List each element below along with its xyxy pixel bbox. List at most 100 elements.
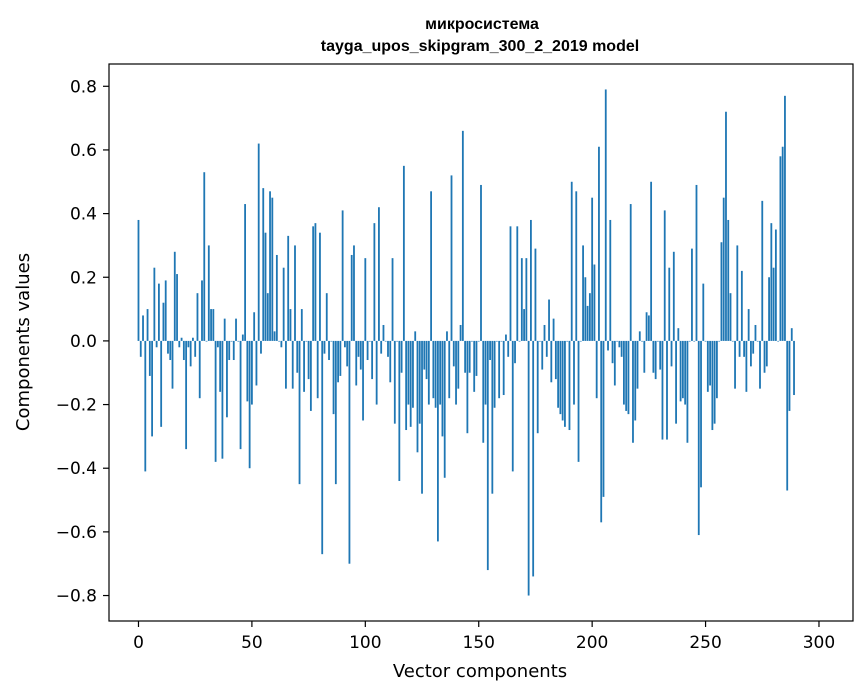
bar-14 bbox=[169, 340, 172, 361]
bar-235 bbox=[670, 340, 673, 367]
bar-140 bbox=[455, 340, 457, 405]
bar-135 bbox=[443, 340, 446, 478]
bar-217 bbox=[629, 204, 632, 341]
bar-256 bbox=[718, 340, 721, 342]
bar-180 bbox=[545, 340, 548, 357]
bar-221 bbox=[638, 331, 641, 341]
bar-61 bbox=[275, 254, 278, 341]
bar-277 bbox=[765, 340, 768, 367]
bar-104 bbox=[373, 223, 376, 341]
bar-238 bbox=[677, 328, 680, 341]
bar-117 bbox=[402, 165, 405, 341]
bar-67 bbox=[289, 309, 292, 341]
bar-62 bbox=[278, 340, 281, 342]
bar-202 bbox=[595, 340, 598, 399]
bar-63 bbox=[280, 340, 283, 348]
bar-28 bbox=[201, 280, 203, 341]
bar-86 bbox=[332, 340, 335, 415]
x-tick-label: 300 bbox=[803, 633, 835, 653]
bar-41 bbox=[230, 340, 233, 342]
bar-243 bbox=[688, 340, 691, 342]
bar-51 bbox=[253, 312, 256, 341]
bar-222 bbox=[641, 340, 643, 342]
bar-203 bbox=[598, 146, 600, 341]
bar-81 bbox=[321, 340, 324, 555]
bar-38 bbox=[223, 318, 226, 341]
bar-55 bbox=[262, 188, 265, 341]
bar-95 bbox=[353, 245, 355, 341]
bar-134 bbox=[441, 340, 444, 437]
bar-6 bbox=[151, 340, 153, 437]
bar-33 bbox=[212, 309, 215, 341]
bar-247 bbox=[697, 340, 700, 536]
bar-151 bbox=[480, 184, 482, 341]
bar-48 bbox=[246, 340, 249, 402]
bar-269 bbox=[747, 309, 750, 341]
bar-279 bbox=[770, 223, 773, 341]
bar-198 bbox=[586, 305, 589, 341]
bar-176 bbox=[536, 340, 539, 434]
bar-146 bbox=[468, 340, 471, 373]
bar-100 bbox=[364, 258, 367, 341]
bar-211 bbox=[616, 340, 618, 342]
bar-12 bbox=[164, 280, 167, 341]
bar-1 bbox=[139, 340, 142, 357]
bar-252 bbox=[709, 340, 711, 386]
bar-90 bbox=[341, 210, 344, 341]
bar-227 bbox=[652, 340, 655, 373]
bar-185 bbox=[557, 340, 560, 408]
bar-240 bbox=[681, 340, 684, 399]
bar-192 bbox=[573, 340, 575, 405]
bar-122 bbox=[414, 331, 417, 341]
bar-271 bbox=[752, 340, 755, 354]
bar-214 bbox=[623, 340, 625, 405]
y-axis-ticks: 0.8 0.6 0.4 0.2 0.0 −0.2 −0.4 −0.6 −0.8 bbox=[56, 77, 109, 607]
bar-35 bbox=[216, 340, 219, 348]
bar-230 bbox=[659, 340, 662, 370]
bar-144 bbox=[464, 340, 467, 373]
bar-109 bbox=[384, 340, 387, 342]
bar-174 bbox=[532, 340, 535, 577]
bar-11 bbox=[162, 302, 165, 341]
bar-5 bbox=[148, 340, 151, 376]
bar-282 bbox=[777, 340, 780, 342]
bar-249 bbox=[702, 283, 705, 341]
y-tick-label: 0.8 bbox=[70, 77, 97, 97]
bar-208 bbox=[609, 219, 612, 341]
bar-281 bbox=[774, 229, 777, 341]
bar-46 bbox=[241, 334, 244, 341]
bar-261 bbox=[729, 293, 732, 341]
bar-105 bbox=[375, 340, 378, 405]
bar-18 bbox=[178, 340, 181, 348]
bar-255 bbox=[716, 340, 718, 399]
bar-251 bbox=[706, 340, 709, 392]
bar-60 bbox=[273, 331, 276, 341]
bar-111 bbox=[389, 340, 392, 383]
bar-58 bbox=[269, 191, 271, 341]
bar-288 bbox=[790, 328, 793, 341]
x-axis-label: Vector components bbox=[393, 661, 567, 682]
bar-23 bbox=[189, 340, 192, 367]
bar-40 bbox=[228, 340, 231, 361]
bar-4 bbox=[146, 309, 149, 341]
bar-232 bbox=[663, 210, 666, 341]
bar-193 bbox=[575, 191, 578, 341]
bar-234 bbox=[668, 267, 671, 341]
bar-209 bbox=[611, 340, 614, 364]
bar-37 bbox=[221, 340, 224, 459]
bar-92 bbox=[346, 340, 349, 367]
bar-153 bbox=[484, 340, 487, 405]
bar-141 bbox=[457, 340, 460, 389]
y-tick-label: 0.6 bbox=[70, 141, 97, 161]
bar-263 bbox=[734, 340, 736, 389]
bar-21 bbox=[185, 340, 188, 450]
bar-169 bbox=[520, 258, 523, 341]
bar-178 bbox=[541, 340, 544, 370]
bar-76 bbox=[309, 340, 312, 411]
bar-121 bbox=[412, 340, 414, 408]
bar-59 bbox=[271, 197, 274, 341]
bar-245 bbox=[693, 340, 696, 342]
bar-207 bbox=[607, 340, 609, 351]
bar-3 bbox=[144, 340, 147, 472]
bar-145 bbox=[466, 340, 469, 434]
